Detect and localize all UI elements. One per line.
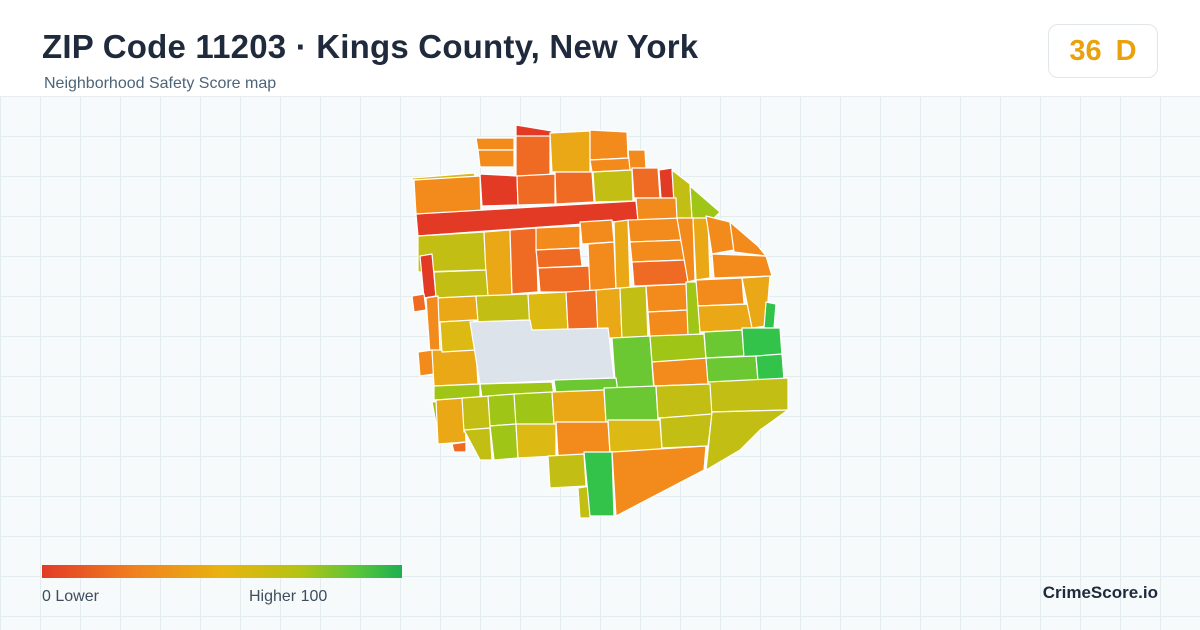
map-block: [659, 413, 713, 449]
map-block: [692, 217, 711, 281]
page-subtitle: Neighborhood Safety Score map: [44, 75, 277, 92]
map-block: [417, 349, 435, 377]
map-block: [627, 217, 685, 243]
map-block: [645, 283, 689, 313]
map-block: [577, 485, 591, 519]
map-block: [711, 253, 773, 279]
page-title: ZIP Code 11203 · Kings County, New York: [42, 28, 699, 65]
score-grade: D: [1115, 34, 1137, 67]
map-block: [707, 377, 789, 413]
map-block: [741, 327, 783, 359]
map-block: [583, 451, 615, 517]
map-block: [603, 385, 659, 423]
legend-high-label: Higher 100: [249, 588, 328, 605]
map-block: [554, 171, 595, 205]
map-block: [631, 167, 661, 199]
map-block: [613, 219, 631, 291]
map-block: [611, 335, 655, 395]
map-block: [551, 389, 607, 425]
map-block: [425, 295, 441, 355]
map-block: [629, 239, 686, 263]
map-block: [515, 423, 557, 459]
map-block: [487, 393, 519, 427]
map-block: [651, 357, 711, 387]
map-block: [635, 197, 678, 222]
map-block: [435, 397, 467, 445]
map-block: [565, 289, 599, 331]
map-block: [729, 221, 767, 257]
map-block: [435, 295, 479, 323]
map-block: [655, 383, 713, 419]
map-block: [515, 124, 553, 138]
legend-low-label: 0 Lower: [42, 588, 99, 605]
map-block: [515, 135, 551, 177]
map-block: [431, 349, 479, 387]
map-block: [695, 277, 745, 307]
map-block: [513, 391, 555, 427]
map-block: [627, 149, 647, 171]
map-block: [705, 409, 789, 471]
map-block: [763, 301, 777, 329]
map-block: [535, 247, 583, 269]
map-block: [516, 173, 556, 206]
map-block: [631, 259, 689, 287]
map-block: [461, 395, 493, 433]
map-block: [592, 169, 634, 203]
map-block: [451, 441, 467, 453]
map-block: [411, 293, 427, 313]
map-block: [479, 173, 519, 207]
header: ZIP Code 11203 · Kings County, New York …: [0, 0, 1200, 97]
map-block: [589, 129, 629, 161]
map-block: [587, 241, 617, 293]
map-block: [477, 149, 515, 168]
map-block: [463, 427, 493, 461]
map-block: [549, 130, 591, 173]
map-block: [755, 353, 785, 381]
safety-score-badge: 36 D: [1048, 24, 1158, 78]
brand-name: CrimeScore.io: [1042, 583, 1158, 602]
map-block: [547, 453, 587, 489]
map-block: [537, 265, 591, 293]
map-block: [483, 229, 513, 297]
map-block: [413, 175, 482, 215]
map-block: [703, 329, 745, 359]
map-block: [607, 419, 663, 453]
safety-score-legend-bar: [42, 565, 402, 578]
map-block: [619, 285, 649, 341]
map-block: [509, 227, 539, 295]
map-block: [649, 333, 707, 363]
map-block: [676, 217, 696, 283]
map-block: [527, 291, 569, 333]
score-value: 36: [1069, 34, 1102, 67]
map-block: [555, 421, 611, 457]
map-block: [647, 309, 691, 339]
map-block: [475, 137, 515, 151]
park-area: [469, 319, 615, 385]
map-block: [579, 219, 615, 245]
map-block: [689, 185, 721, 221]
map-block: [475, 293, 531, 323]
map-block: [535, 225, 581, 251]
map-block: [611, 445, 707, 517]
map-block: [489, 423, 519, 461]
map-block: [433, 269, 489, 299]
